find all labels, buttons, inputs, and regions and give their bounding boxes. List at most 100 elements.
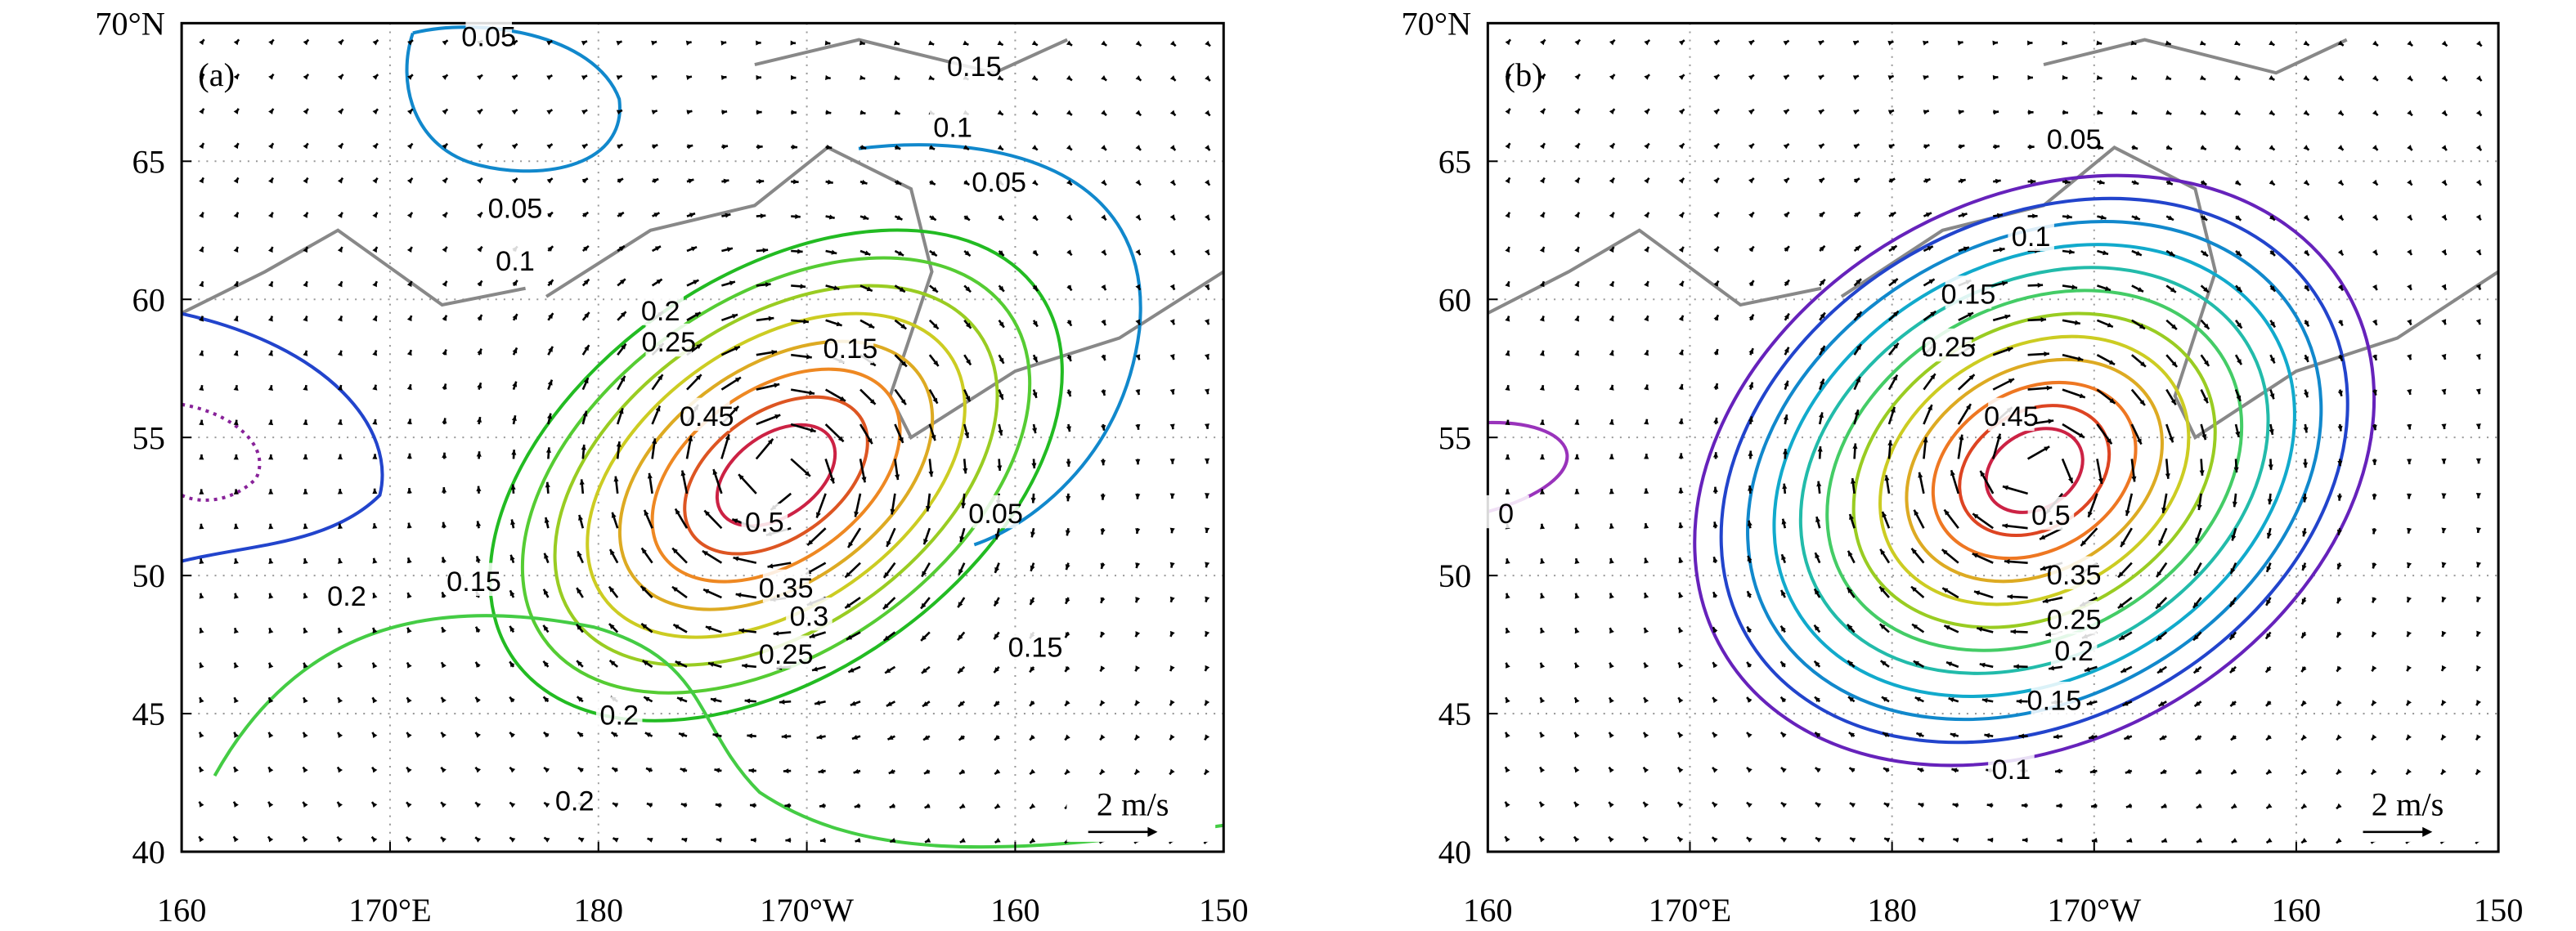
arrow-head bbox=[850, 700, 856, 706]
contour-label: 0.2 bbox=[327, 581, 366, 612]
arrow-head bbox=[1979, 662, 1986, 668]
contour-label-bg bbox=[2050, 632, 2098, 665]
arrow-head bbox=[1879, 624, 1886, 629]
arrow-head bbox=[2441, 527, 2447, 534]
arrow-head bbox=[816, 734, 823, 740]
arrow-head bbox=[2193, 570, 2199, 576]
arrow-head bbox=[2336, 665, 2342, 672]
arrow-head bbox=[1505, 628, 1510, 634]
arrow-head bbox=[1505, 74, 1510, 80]
arrow-head bbox=[998, 429, 1003, 436]
arrow-head bbox=[544, 553, 549, 559]
arrow-head bbox=[2008, 378, 2014, 384]
arrow-head bbox=[680, 768, 686, 773]
contour-label-bg bbox=[1945, 275, 1992, 309]
arrow-head bbox=[1101, 110, 1106, 116]
arrow-head bbox=[2062, 74, 2068, 81]
arrow-head bbox=[1678, 592, 1684, 598]
arrow-head bbox=[732, 314, 738, 319]
contour bbox=[617, 339, 935, 611]
arrow-head bbox=[2231, 837, 2237, 843]
arrow-head bbox=[964, 250, 971, 257]
arrow-head bbox=[657, 374, 663, 381]
arrow-head bbox=[784, 803, 790, 808]
arrow-head bbox=[1135, 424, 1141, 430]
arrow-head bbox=[372, 732, 378, 738]
contour-label-bg bbox=[929, 109, 976, 142]
y-tick-label: 50 bbox=[1438, 557, 1471, 594]
arrow-head bbox=[886, 701, 892, 706]
arrow-head bbox=[816, 512, 821, 518]
arrow-head bbox=[477, 109, 482, 115]
arrow-head bbox=[2301, 632, 2307, 638]
arrow-head bbox=[2048, 419, 2054, 424]
arrow-head bbox=[303, 836, 308, 843]
arrow-head bbox=[1574, 558, 1580, 564]
y-tick-label: 45 bbox=[1438, 696, 1471, 732]
contour-label: 0.35 bbox=[2047, 560, 2102, 591]
panel-label: (a) bbox=[198, 56, 235, 93]
arrow-head bbox=[2156, 571, 2162, 577]
arrow-head bbox=[2372, 179, 2378, 186]
arrow-head bbox=[1574, 523, 1580, 530]
arrow-head bbox=[819, 803, 825, 808]
arrow-head bbox=[1101, 75, 1107, 81]
contour-label-bg bbox=[451, 562, 497, 597]
arrow-head bbox=[1066, 391, 1072, 397]
arrow-head bbox=[512, 314, 518, 320]
arrow-head bbox=[2125, 803, 2132, 808]
arrow-head bbox=[577, 696, 583, 702]
arrow-head bbox=[1031, 463, 1037, 469]
arrow-head bbox=[372, 557, 378, 564]
arrow-head bbox=[1204, 353, 1209, 360]
arrow-head bbox=[581, 75, 587, 81]
arrow-head bbox=[1747, 696, 1752, 703]
arrow-head bbox=[199, 662, 204, 669]
arrow-head bbox=[702, 550, 708, 556]
arrow-head bbox=[2098, 179, 2105, 185]
arrow-head bbox=[338, 109, 343, 115]
arrow-head bbox=[1781, 518, 1787, 525]
arrow-head bbox=[2441, 179, 2447, 186]
arrow-head bbox=[2234, 180, 2241, 186]
arrow-head bbox=[372, 143, 378, 150]
arrow-head bbox=[2103, 250, 2109, 256]
arrow-head bbox=[2135, 250, 2142, 256]
contour-label-bg bbox=[491, 190, 539, 223]
arrow-head bbox=[2372, 528, 2377, 535]
arrow-head bbox=[1065, 598, 1070, 604]
arrow-head bbox=[2170, 399, 2176, 405]
x-tick-label: 150 bbox=[2474, 892, 2524, 929]
arrow-head bbox=[900, 399, 906, 405]
arrow-head bbox=[1644, 212, 1649, 218]
arrow-head bbox=[1780, 732, 1787, 738]
arrow-head bbox=[1609, 523, 1614, 530]
arrow-head bbox=[931, 287, 938, 293]
arrow-head bbox=[756, 40, 761, 46]
arrow-head bbox=[2441, 214, 2447, 221]
y-tick-label: 50 bbox=[132, 557, 165, 594]
arrow-head bbox=[1817, 446, 1823, 452]
arrow-head bbox=[2131, 476, 2137, 482]
arrow-head bbox=[997, 110, 1003, 115]
arrow-head bbox=[268, 697, 274, 704]
arrow-head bbox=[1540, 523, 1546, 530]
arrow-head bbox=[2301, 530, 2308, 537]
arrow-head bbox=[2016, 698, 2022, 705]
arrow-head bbox=[1678, 280, 1684, 287]
arrow-head bbox=[2138, 324, 2145, 329]
arrow-head bbox=[760, 213, 766, 219]
arrow-head bbox=[805, 471, 810, 477]
arrow-head bbox=[442, 383, 447, 390]
arrow-head bbox=[1942, 588, 1949, 593]
arrow-head bbox=[2336, 598, 2342, 604]
arrow-head bbox=[2196, 803, 2202, 808]
arrow-head bbox=[1880, 660, 1887, 666]
arrow-head bbox=[2037, 282, 2044, 289]
arrow-head bbox=[2269, 74, 2275, 80]
arrow-head bbox=[1506, 697, 1510, 704]
arrow-head bbox=[1977, 626, 1983, 632]
arrow-head bbox=[2125, 510, 2130, 517]
arrow-head bbox=[509, 554, 515, 561]
arrow-head bbox=[1678, 662, 1684, 669]
